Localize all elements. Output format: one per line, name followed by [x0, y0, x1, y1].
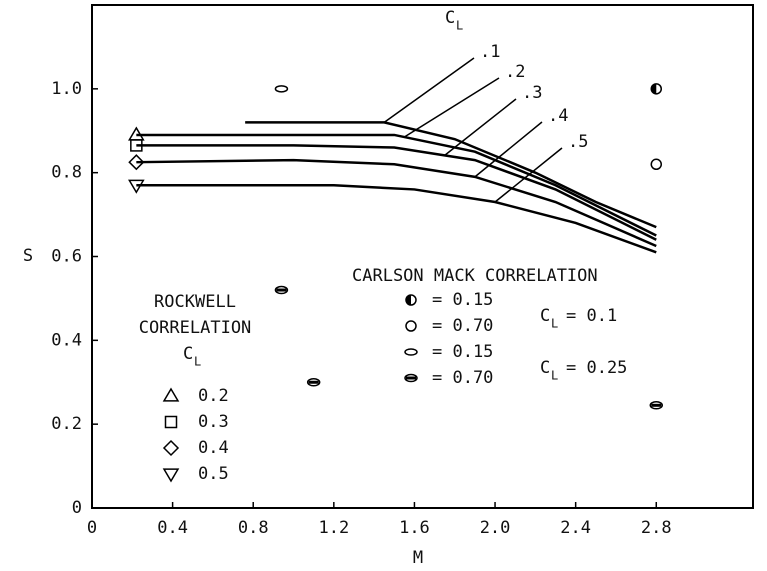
legend-group: = 0.1 — [566, 306, 617, 326]
legend-label: 0.5 — [198, 464, 229, 484]
x-tick-label: 2.8 — [641, 518, 672, 538]
curve-label: .1 — [480, 42, 500, 62]
legend-group-cl-sub: L — [551, 317, 558, 331]
x-tick-label: 1.2 — [318, 518, 349, 538]
curve-label-title: C — [445, 8, 455, 28]
curve-label: .4 — [548, 106, 568, 126]
marker — [162, 387, 180, 402]
leader-line — [403, 77, 500, 138]
legend-label: = 0.70 — [432, 316, 493, 336]
x-tick-label: 0 — [87, 518, 97, 538]
marker — [274, 285, 289, 295]
legend-label: 0.2 — [198, 386, 229, 406]
curve-label-title-sub: L — [456, 19, 463, 33]
marker — [164, 415, 178, 429]
legend-group-cl: C — [540, 306, 550, 326]
y-tick-label: 0.8 — [51, 163, 82, 183]
marker-fill — [406, 295, 411, 305]
x-tick-label: 0.4 — [157, 518, 188, 538]
y-axis-label: S — [23, 246, 33, 266]
legend-title: ROCKWELL — [154, 292, 236, 312]
marker — [128, 179, 145, 194]
curve — [136, 183, 657, 254]
marker — [130, 139, 143, 152]
x-tick-label: 0.8 — [238, 518, 269, 538]
legend-group-cl-sub: L — [551, 369, 558, 383]
curve-label: .2 — [505, 62, 525, 82]
x-tick-label: 2.4 — [560, 518, 591, 538]
legend-title: CORRELATION — [139, 318, 252, 338]
curve-label: .3 — [522, 83, 542, 103]
marker — [650, 158, 663, 171]
leader-line — [474, 121, 543, 178]
leader-line — [444, 98, 517, 156]
legend-label: = 0.15 — [432, 342, 493, 362]
x-tick-label: 2.0 — [480, 518, 511, 538]
leader-line — [383, 57, 475, 123]
marker — [404, 348, 418, 356]
marker — [274, 85, 289, 93]
marker — [162, 468, 180, 483]
legend-label: = 0.15 — [432, 290, 493, 310]
x-axis-label: M — [413, 548, 423, 568]
y-tick-label: 0.4 — [51, 330, 82, 350]
marker-fill — [651, 83, 657, 94]
marker — [404, 373, 418, 383]
marker — [649, 401, 664, 410]
curve — [136, 144, 657, 241]
legend-label: 0.4 — [198, 438, 229, 458]
marker — [650, 83, 663, 95]
y-tick-label: 1.0 — [51, 79, 82, 99]
curve — [245, 121, 657, 229]
y-tick-label: 0.2 — [51, 414, 82, 434]
y-tick-label: 0 — [72, 498, 82, 518]
plot-frame — [91, 4, 754, 509]
legend-label: 0.3 — [198, 412, 229, 432]
legend-group: = 0.25 — [566, 358, 627, 378]
y-tick-label: 0.6 — [51, 247, 82, 267]
legend-cl-sub: L — [194, 355, 201, 369]
curve-label: .5 — [568, 132, 588, 152]
marker — [162, 439, 180, 457]
leader-line — [494, 147, 563, 203]
legend-label: = 0.70 — [432, 368, 493, 388]
marker — [306, 378, 321, 387]
marker — [405, 294, 417, 306]
legend-title: CARLSON MACK CORRELATION — [352, 266, 598, 286]
x-tick-label: 1.6 — [399, 518, 430, 538]
legend-cl: C — [183, 344, 193, 364]
legend-group-cl: C — [540, 358, 550, 378]
marker — [405, 320, 417, 332]
curve — [136, 133, 657, 237]
marker — [128, 154, 145, 171]
curve — [136, 158, 657, 248]
